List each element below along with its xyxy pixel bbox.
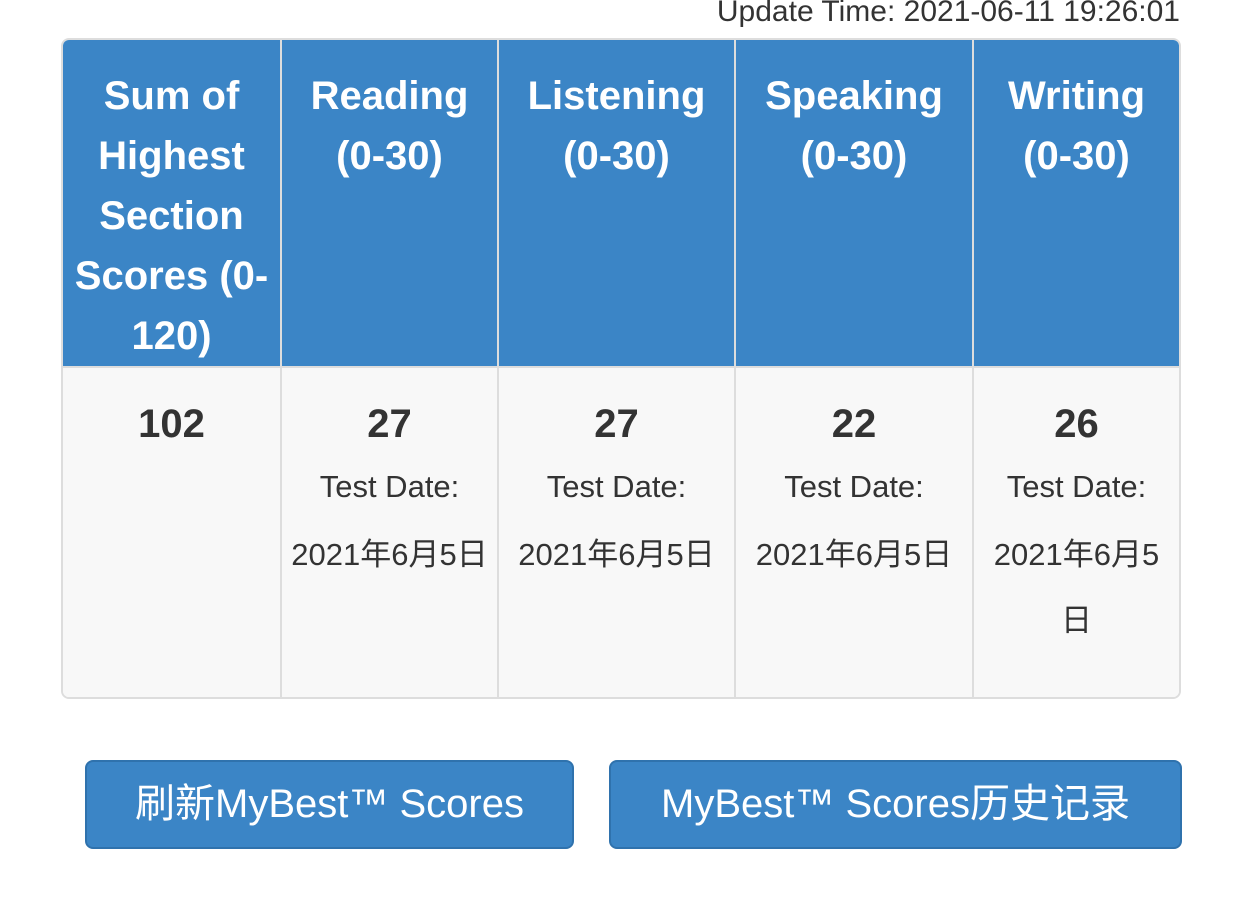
- reading-test-date-label: Test Date:: [319, 469, 460, 504]
- cell-writing: 26 Test Date: 2021年6月5日: [973, 366, 1179, 697]
- total-score-value: 102: [138, 402, 205, 446]
- header-total: Sum of Highest Section Scores (0-120): [63, 40, 282, 367]
- header-listening: Listening (0-30): [498, 40, 736, 367]
- listening-test-date: 2021年6月5日: [518, 537, 715, 572]
- reading-score-value: 27: [367, 402, 412, 446]
- scores-history-button[interactable]: MyBest™ Scores历史记录: [609, 760, 1182, 849]
- header-writing: Writing (0-30): [973, 40, 1179, 367]
- header-speaking: Speaking (0-30): [735, 40, 974, 367]
- table-row: 102 27 Test Date: 2021年6月5日 27 Test Date…: [63, 366, 1179, 697]
- cell-reading: 27 Test Date: 2021年6月5日: [281, 366, 499, 697]
- refresh-scores-button[interactable]: 刷新MyBest™ Scores: [85, 760, 574, 849]
- listening-score-value: 27: [594, 402, 639, 446]
- header-reading: Reading (0-30): [281, 40, 499, 367]
- writing-test-date-label: Test Date:: [1006, 469, 1147, 504]
- update-time: Update Time: 2021-06-11 19:26:01: [716, 0, 1180, 28]
- writing-score-value: 26: [1054, 402, 1099, 446]
- speaking-test-date: 2021年6月5日: [755, 537, 953, 572]
- cell-total: 102: [63, 366, 282, 697]
- speaking-test-date-label: Test Date:: [784, 469, 924, 504]
- speaking-score-value: 22: [831, 402, 877, 446]
- cell-speaking: 22 Test Date: 2021年6月5日: [735, 366, 974, 697]
- writing-test-date: 2021年6月5日: [993, 537, 1160, 638]
- listening-test-date-label: Test Date:: [546, 469, 687, 504]
- reading-test-date: 2021年6月5日: [291, 537, 488, 572]
- cell-listening: 27 Test Date: 2021年6月5日: [498, 366, 736, 697]
- scores-table-container: Sum of Highest Section Scores (0-120) Re…: [61, 38, 1181, 699]
- scores-table: Sum of Highest Section Scores (0-120) Re…: [63, 40, 1179, 697]
- header-row: Sum of Highest Section Scores (0-120) Re…: [63, 40, 1179, 367]
